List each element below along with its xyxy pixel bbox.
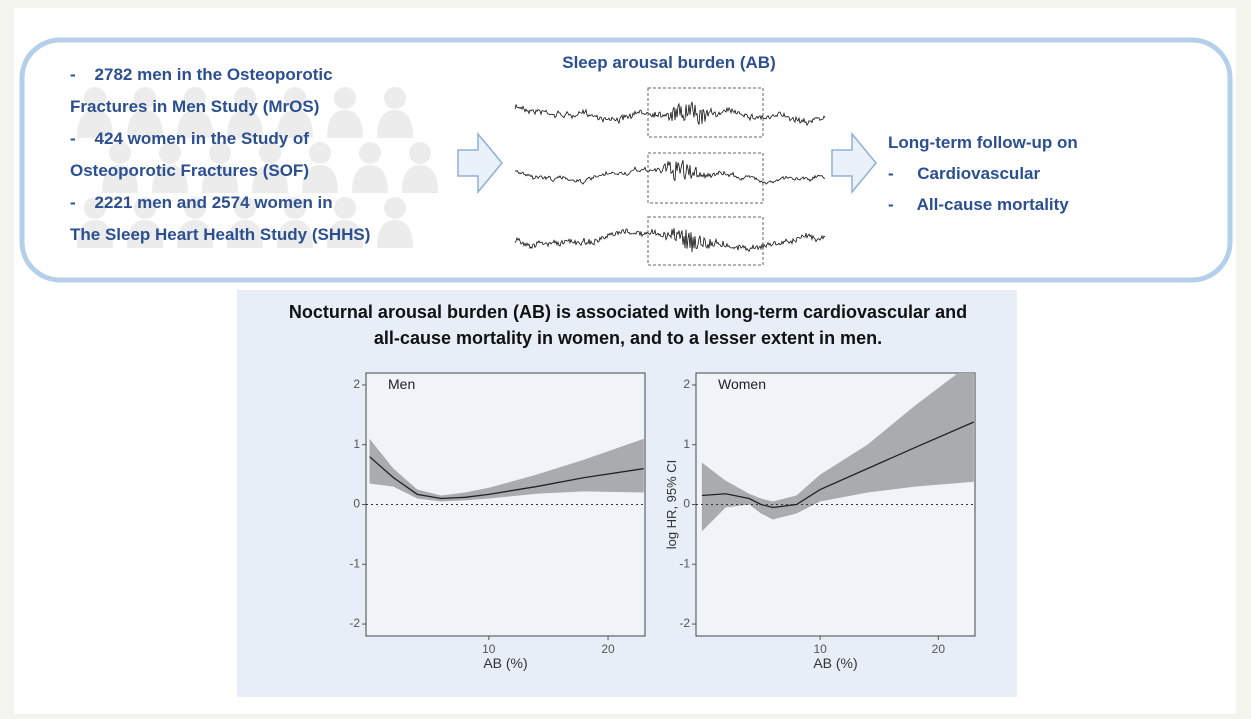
person-body [127, 110, 163, 138]
arrow [457, 131, 503, 195]
y-tick-label: -1 [679, 556, 690, 570]
cohort-line: - 2782 men in the Osteoporotic [70, 65, 333, 84]
person-head [84, 87, 106, 109]
person-body [377, 110, 413, 138]
x-axis-label: AB (%) [483, 655, 527, 671]
cohort-line: Osteoporotic Fractures (SOF) [70, 161, 309, 180]
person-head [134, 87, 156, 109]
person-body [252, 165, 288, 193]
y-tick-label: 0 [353, 497, 360, 511]
signal-traces [514, 87, 826, 266]
hr-line [369, 456, 644, 500]
cohort-list: - 2782 men in the Osteoporotic Fractures … [70, 65, 370, 244]
person-head [234, 197, 256, 219]
person-body [227, 110, 263, 138]
person-body [227, 220, 263, 248]
signal-title: Sleep arousal burden (AB) [562, 53, 775, 72]
panel-title: Women [718, 376, 766, 392]
person-head [384, 87, 406, 109]
y-axis-label: log HR, 95% CI [664, 460, 679, 550]
person-head [334, 197, 356, 219]
person-head [309, 142, 331, 164]
person-body [77, 220, 113, 248]
eeg-trace [514, 101, 826, 127]
cohort-line: - 424 women in the Study of [70, 129, 309, 148]
plot-title-line: Nocturnal arousal burden (AB) is associa… [289, 302, 967, 322]
x-tick-label: 10 [482, 642, 496, 656]
x-tick-label: 20 [932, 642, 946, 656]
person-body [77, 110, 113, 138]
outcome-line: Long-term follow-up on [888, 133, 1078, 152]
y-tick-label: 0 [683, 497, 690, 511]
plot-title-line: all-cause mortality in women, and to a l… [374, 328, 882, 348]
person-head [259, 142, 281, 164]
y-tick-label: -2 [349, 616, 360, 630]
person-head [184, 87, 206, 109]
person-head [409, 142, 431, 164]
person-head [334, 87, 356, 109]
y-tick-label: -2 [679, 616, 690, 630]
y-tick-label: 2 [353, 377, 360, 391]
person-head [84, 197, 106, 219]
hr-line [701, 421, 975, 509]
person-head [234, 87, 256, 109]
person-body [327, 220, 363, 248]
cohort-line: The Sleep Heart Health Study (SHHS) [70, 225, 370, 244]
plot-content [366, 438, 645, 505]
summary-box [19, 37, 1233, 283]
person-head [284, 197, 306, 219]
cohort-line: Fractures in Men Study (MrOS) [70, 97, 319, 116]
outcome-line: - All-cause mortality [888, 195, 1069, 214]
person-head [134, 197, 156, 219]
person-body [202, 165, 238, 193]
y-tick-label: -1 [349, 556, 360, 570]
arousal-box [647, 152, 764, 204]
x-axis-label: AB (%) [813, 655, 857, 671]
eeg-trace [514, 228, 826, 253]
person-body [352, 165, 388, 193]
person-body [127, 220, 163, 248]
person-body [177, 220, 213, 248]
y-tick-label: 2 [683, 377, 690, 391]
person-body [177, 110, 213, 138]
person-head [184, 197, 206, 219]
y-tick-label: 1 [683, 437, 690, 451]
person-head [109, 142, 131, 164]
outcome-list: Long-term follow-up on - Cardiovascular - … [888, 133, 1078, 214]
ci-band [701, 373, 974, 532]
person-head [359, 142, 381, 164]
person-body [402, 165, 438, 193]
person-head [384, 197, 406, 219]
person-body [152, 165, 188, 193]
person-body [102, 165, 138, 193]
person-head [159, 142, 181, 164]
person-head [284, 87, 306, 109]
plot-title: Nocturnal arousal burden (AB) is associa… [289, 302, 967, 348]
arousal-box [647, 87, 764, 138]
outcome-line: - Cardiovascular [888, 164, 1040, 183]
charts: -2 -1 0 1 2 10 20 Men AB (%) -2 -1 0 1 2 10 20 Women AB (… [349, 372, 976, 671]
x-tick-label: 10 [813, 642, 827, 656]
cohort-line: - 2221 men and 2574 women in [70, 193, 333, 212]
eeg-trace [514, 160, 826, 185]
person-body [277, 220, 313, 248]
panel-title: Men [388, 376, 415, 392]
plot-content [696, 373, 975, 532]
ci-band [369, 438, 644, 502]
arousal-box [647, 216, 764, 266]
x-tick-label: 20 [601, 642, 615, 656]
person-head [209, 142, 231, 164]
person-body [377, 220, 413, 248]
person-body [302, 165, 338, 193]
person-body [327, 110, 363, 138]
arrow [831, 131, 877, 195]
person-body [277, 110, 313, 138]
y-tick-label: 1 [353, 437, 360, 451]
people-icons [77, 87, 438, 248]
